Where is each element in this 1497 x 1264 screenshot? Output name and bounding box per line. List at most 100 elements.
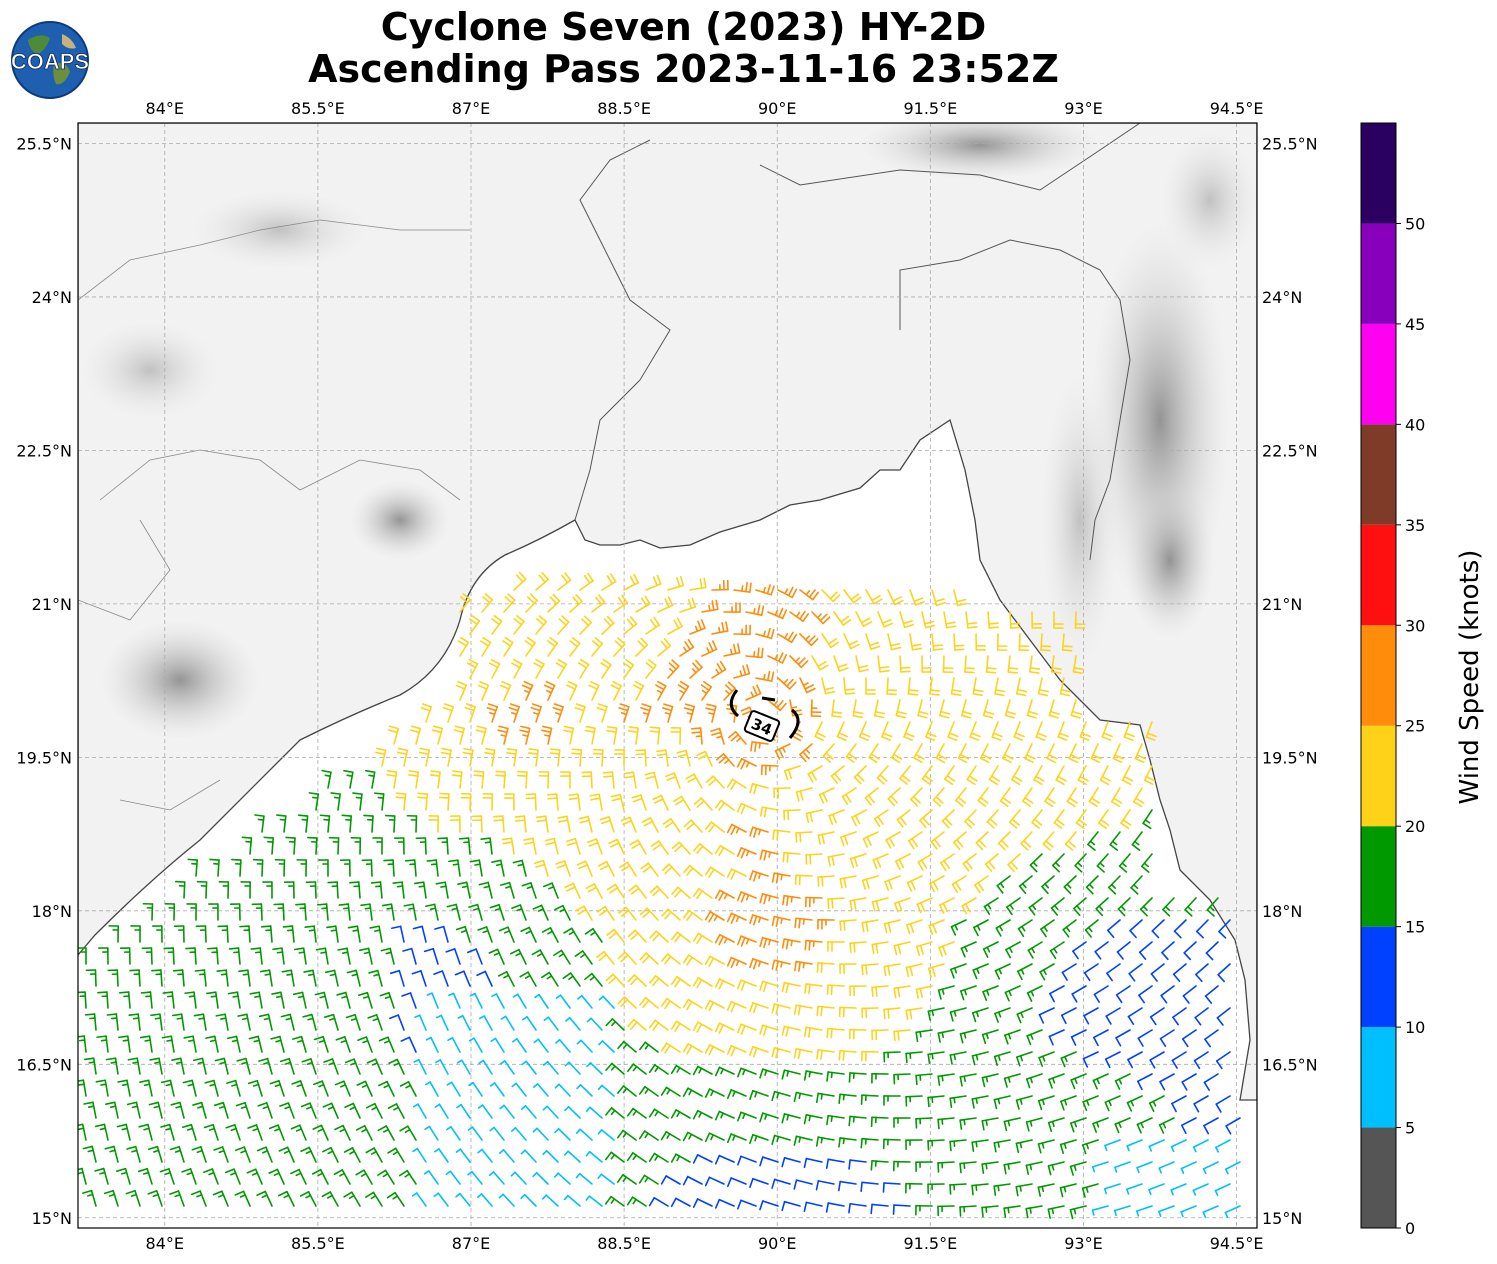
wind-barb <box>579 572 594 591</box>
wind-barb <box>1096 853 1109 873</box>
wind-barb <box>477 680 490 701</box>
wind-barb <box>442 703 455 723</box>
wind-barb <box>772 829 791 841</box>
wind-barb <box>794 874 813 886</box>
wind-barb <box>736 757 757 770</box>
wind-barb <box>860 1094 879 1105</box>
wind-barb <box>216 969 229 987</box>
wind-barb <box>366 1058 383 1075</box>
wind-barb <box>840 831 857 847</box>
wind-barb <box>295 903 307 921</box>
wind-barb <box>1040 633 1052 652</box>
wind-barb <box>591 594 606 613</box>
wind-barb <box>498 1149 515 1163</box>
wind-barb <box>855 655 870 673</box>
lat-tick-label: 21°N <box>1262 595 1302 614</box>
wind-barb <box>476 1193 493 1207</box>
wind-barb <box>1037 1095 1055 1111</box>
wind-barb <box>606 725 618 745</box>
wind-barb <box>781 1200 801 1212</box>
wind-barb <box>205 1035 219 1053</box>
wind-barb <box>400 1036 417 1053</box>
wind-barb <box>282 925 295 943</box>
wind-barb <box>623 573 640 591</box>
wind-barb <box>682 998 703 1011</box>
wind-barb <box>319 814 331 833</box>
wind-barb <box>83 1101 97 1119</box>
wind-barb <box>1160 985 1175 1004</box>
wind-barb <box>804 939 823 951</box>
wind-barb <box>804 983 823 995</box>
wind-barb <box>355 1124 373 1141</box>
wind-barb <box>862 831 879 848</box>
wind-barb <box>714 799 735 811</box>
wind-barb <box>1031 809 1043 829</box>
wind-barb <box>927 1095 945 1108</box>
wind-barb <box>899 611 915 629</box>
wind-barb <box>849 853 867 869</box>
wind-barb <box>1170 1139 1187 1153</box>
wind-barb <box>1079 721 1091 741</box>
wind-barb <box>475 725 487 745</box>
wind-barb <box>623 616 638 635</box>
wind-barb <box>865 677 876 695</box>
colorbar-bin <box>1361 123 1396 224</box>
wind-barb <box>172 969 185 987</box>
wind-barb <box>482 793 494 811</box>
wind-barb <box>814 721 826 742</box>
wind-barb <box>682 1131 703 1142</box>
wind-barb <box>704 866 725 878</box>
wind-barb <box>258 1013 273 1031</box>
wind-barb <box>997 831 1011 851</box>
wind-barb <box>425 903 439 921</box>
wind-barb <box>569 593 583 613</box>
wind-barb <box>247 1124 263 1141</box>
wind-barb <box>235 1146 251 1163</box>
wind-barb <box>373 792 385 811</box>
wind-barb <box>905 963 923 978</box>
wind-barb <box>1091 1205 1109 1216</box>
wind-barb <box>479 636 492 657</box>
wind-barb <box>519 971 537 987</box>
wind-barb <box>247 1079 263 1097</box>
wind-barb <box>493 815 505 833</box>
wind-barb <box>564 882 581 899</box>
wind-barb <box>328 836 340 855</box>
wind-barb <box>1094 941 1109 960</box>
wind-barb <box>1171 1051 1187 1069</box>
wind-barb <box>269 1080 285 1097</box>
wind-barb <box>585 883 603 899</box>
wind-barb <box>434 1103 449 1119</box>
wind-barb <box>597 860 615 877</box>
wind-barb <box>334 1080 351 1097</box>
wind-barb <box>533 1083 549 1097</box>
wind-barb <box>855 611 873 627</box>
wind-barb <box>195 925 207 943</box>
wind-barb <box>564 1106 581 1119</box>
wind-barb <box>169 1190 185 1207</box>
wind-barb <box>370 881 383 899</box>
wind-barb <box>1148 1183 1165 1196</box>
wind-barb <box>420 703 433 723</box>
colorbar-title: Wind Speed (knots) <box>1455 550 1485 805</box>
wind-barb <box>338 903 351 921</box>
wind-barb <box>661 908 681 921</box>
wind-barb <box>169 1145 185 1163</box>
wind-barb <box>759 1156 779 1167</box>
wind-barb <box>151 969 163 987</box>
wind-barb <box>280 1013 295 1031</box>
wind-barb <box>365 769 376 789</box>
wind-barb <box>638 1085 659 1097</box>
wind-barb <box>453 725 465 745</box>
wind-barb <box>1026 1029 1043 1046</box>
wind-barb <box>915 1073 933 1086</box>
wind-barb <box>424 1081 439 1097</box>
wind-barb <box>1184 897 1197 917</box>
wind-barb <box>1087 831 1099 851</box>
wind-barb <box>408 770 420 789</box>
wind-barb <box>1018 875 1033 894</box>
wind-barb <box>501 837 515 855</box>
wind-barb <box>486 703 498 723</box>
wind-barb <box>484 747 496 767</box>
